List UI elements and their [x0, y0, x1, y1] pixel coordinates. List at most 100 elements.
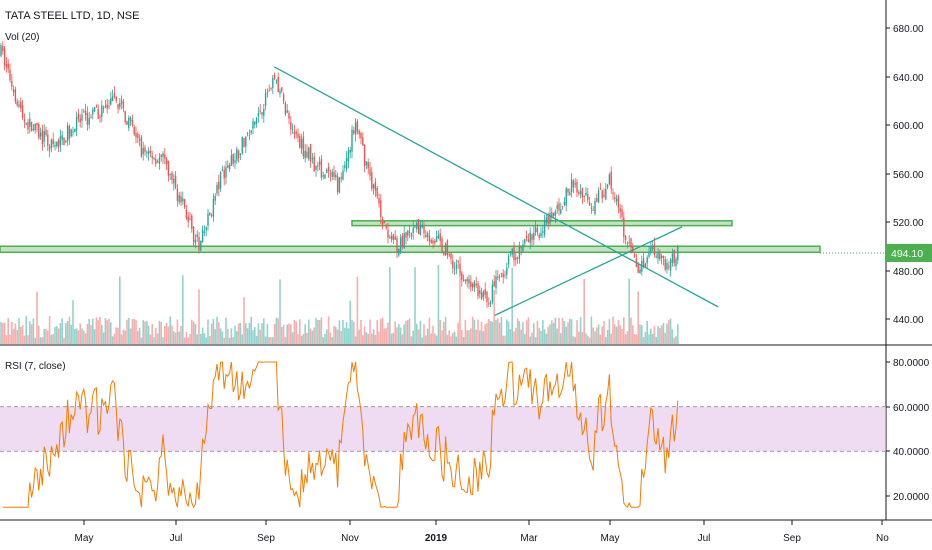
candle-body [599, 187, 602, 189]
price-tick: 440.00 [886, 315, 924, 326]
candle-body [578, 192, 580, 194]
candle-body [102, 107, 105, 109]
candle-body [261, 112, 263, 115]
volume-bar [106, 320, 108, 344]
candle-body [248, 135, 251, 137]
candle-body [234, 160, 236, 163]
volume-bar [576, 320, 578, 344]
volume-bar [264, 336, 267, 344]
candle-body [468, 279, 470, 284]
candle-body [626, 242, 629, 244]
volume-bar [156, 333, 159, 344]
volume-bar [597, 324, 600, 344]
candle-body [506, 267, 508, 275]
volume-bar [380, 318, 382, 344]
candle-body [230, 155, 233, 166]
trendline [494, 226, 683, 316]
volume-bar [630, 317, 632, 344]
rsi-tick: 40.0000 [886, 447, 930, 458]
candle-body [644, 263, 647, 268]
candle-body [108, 105, 110, 107]
candle-body [63, 137, 65, 145]
price-axis[interactable]: 680.00 640.00 600.00 560.00 520.00 480.0… [886, 24, 924, 326]
candle-body [59, 136, 62, 146]
price-pane[interactable] [0, 0, 886, 344]
volume-bar [497, 318, 499, 344]
volume-bar [538, 327, 540, 344]
volume-bar [311, 330, 314, 344]
volume-bar [47, 330, 49, 344]
time-tick: Nov [341, 520, 359, 544]
rsi-tick: 80.0000 [886, 358, 930, 369]
candle-body [520, 246, 522, 249]
horizontal-zones[interactable] [0, 220, 821, 254]
volume-bar [644, 331, 647, 344]
candle-body [353, 130, 355, 134]
candle-body [387, 229, 389, 238]
candle-body [106, 104, 108, 109]
time-tick: Sep [783, 520, 801, 544]
volume-bar [522, 321, 524, 344]
candle-body [529, 232, 531, 243]
candle-body [439, 233, 441, 242]
svg-text:20.0000: 20.0000 [893, 492, 930, 503]
candle-body [585, 192, 587, 196]
volume-bar [174, 332, 177, 344]
time-axis[interactable]: May Jul Sep Nov 2019 Mar May Jul Sep No [75, 520, 890, 544]
candle-body [524, 239, 526, 244]
volume-bar [446, 334, 449, 344]
candle-body [178, 195, 180, 203]
candle-body [295, 131, 297, 134]
volume-bar [255, 335, 258, 344]
time-tick: May [601, 520, 619, 544]
volume-legend[interactable]: Vol (20) [5, 32, 39, 43]
candle-body [405, 232, 407, 238]
candle-body [480, 292, 483, 299]
volume-bar [273, 323, 276, 344]
volume-bar [603, 320, 605, 344]
volume-bar [515, 328, 517, 344]
volume-bar [306, 332, 308, 344]
volume-bar [608, 319, 611, 344]
volume-bar [176, 319, 179, 344]
volume-bar [291, 332, 294, 344]
trendlines[interactable] [273, 66, 719, 316]
volume-bar [376, 320, 378, 344]
candle-body [662, 256, 665, 258]
candle-body [306, 151, 308, 158]
symbol-title[interactable]: TATA STEEL LTD, 1D, NSE [5, 10, 139, 22]
candle-body [633, 254, 636, 257]
volume-bar [153, 336, 155, 344]
volume-bar [610, 333, 612, 344]
volume-bar [437, 264, 440, 344]
volume-bar [137, 330, 139, 344]
volume-bar [218, 322, 220, 344]
candle-body [209, 212, 211, 215]
candle-body [614, 197, 616, 199]
svg-text:Mar: Mar [520, 533, 538, 544]
candle-body [173, 178, 175, 184]
volume-bar [417, 329, 420, 344]
volume-bar [547, 326, 549, 344]
price-tick: 560.00 [886, 170, 924, 181]
rsi-axis[interactable]: 80.0000 60.0000 40.0000 20.0000 [886, 358, 930, 503]
candle-body [156, 161, 159, 163]
volume-bar [507, 321, 510, 344]
candle-body [610, 171, 612, 190]
rsi-legend[interactable]: RSI (7, close) [5, 361, 66, 372]
volume-bar [72, 300, 74, 344]
volume-bar [12, 328, 15, 344]
candle-body [569, 192, 571, 195]
candle-body [484, 289, 486, 295]
candle-body [651, 246, 654, 250]
candle-body [158, 157, 161, 165]
candle-body [88, 118, 90, 125]
time-tick: 2019 [425, 520, 448, 544]
volume-bar [25, 316, 27, 344]
volume-bar [302, 333, 305, 344]
candle-body [372, 184, 375, 189]
volume-bar [133, 318, 135, 344]
candle-body [169, 173, 171, 175]
volume-bar [66, 320, 69, 344]
